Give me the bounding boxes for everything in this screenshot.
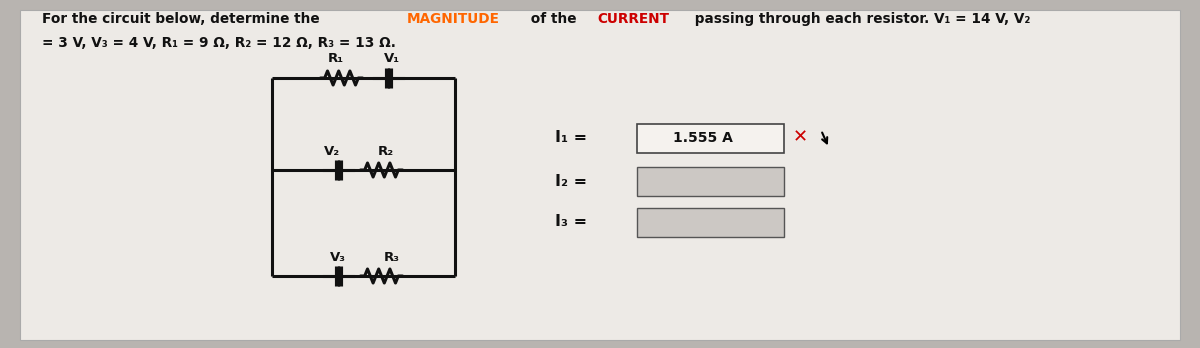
Text: = 3 V, V₃ = 4 V, R₁ = 9 Ω, R₂ = 12 Ω, R₃ = 13 Ω.: = 3 V, V₃ = 4 V, R₁ = 9 Ω, R₂ = 12 Ω, R₃… [42,36,396,50]
Text: V₃: V₃ [330,251,346,264]
Text: R₂: R₂ [378,145,394,158]
FancyBboxPatch shape [637,207,784,237]
Text: CURRENT: CURRENT [598,12,670,26]
FancyBboxPatch shape [20,10,1180,340]
Text: For the circuit below, determine the: For the circuit below, determine the [42,12,324,26]
Text: ✕: ✕ [793,128,808,146]
Text: of the: of the [526,12,582,26]
Text: I₂ =: I₂ = [554,174,587,189]
Text: MAGNITUDE: MAGNITUDE [407,12,499,26]
Text: passing through each resistor. V₁ = 14 V, V₂: passing through each resistor. V₁ = 14 V… [690,12,1031,26]
Text: R₁: R₁ [328,52,343,65]
Text: 1.555 A: 1.555 A [673,131,733,145]
Text: V₁: V₁ [384,52,401,65]
Text: V₂: V₂ [324,145,341,158]
Text: R₃: R₃ [384,251,400,264]
FancyBboxPatch shape [637,166,784,196]
Text: I₃ =: I₃ = [554,214,587,229]
Text: I₁ =: I₁ = [554,130,587,145]
FancyBboxPatch shape [637,124,784,152]
